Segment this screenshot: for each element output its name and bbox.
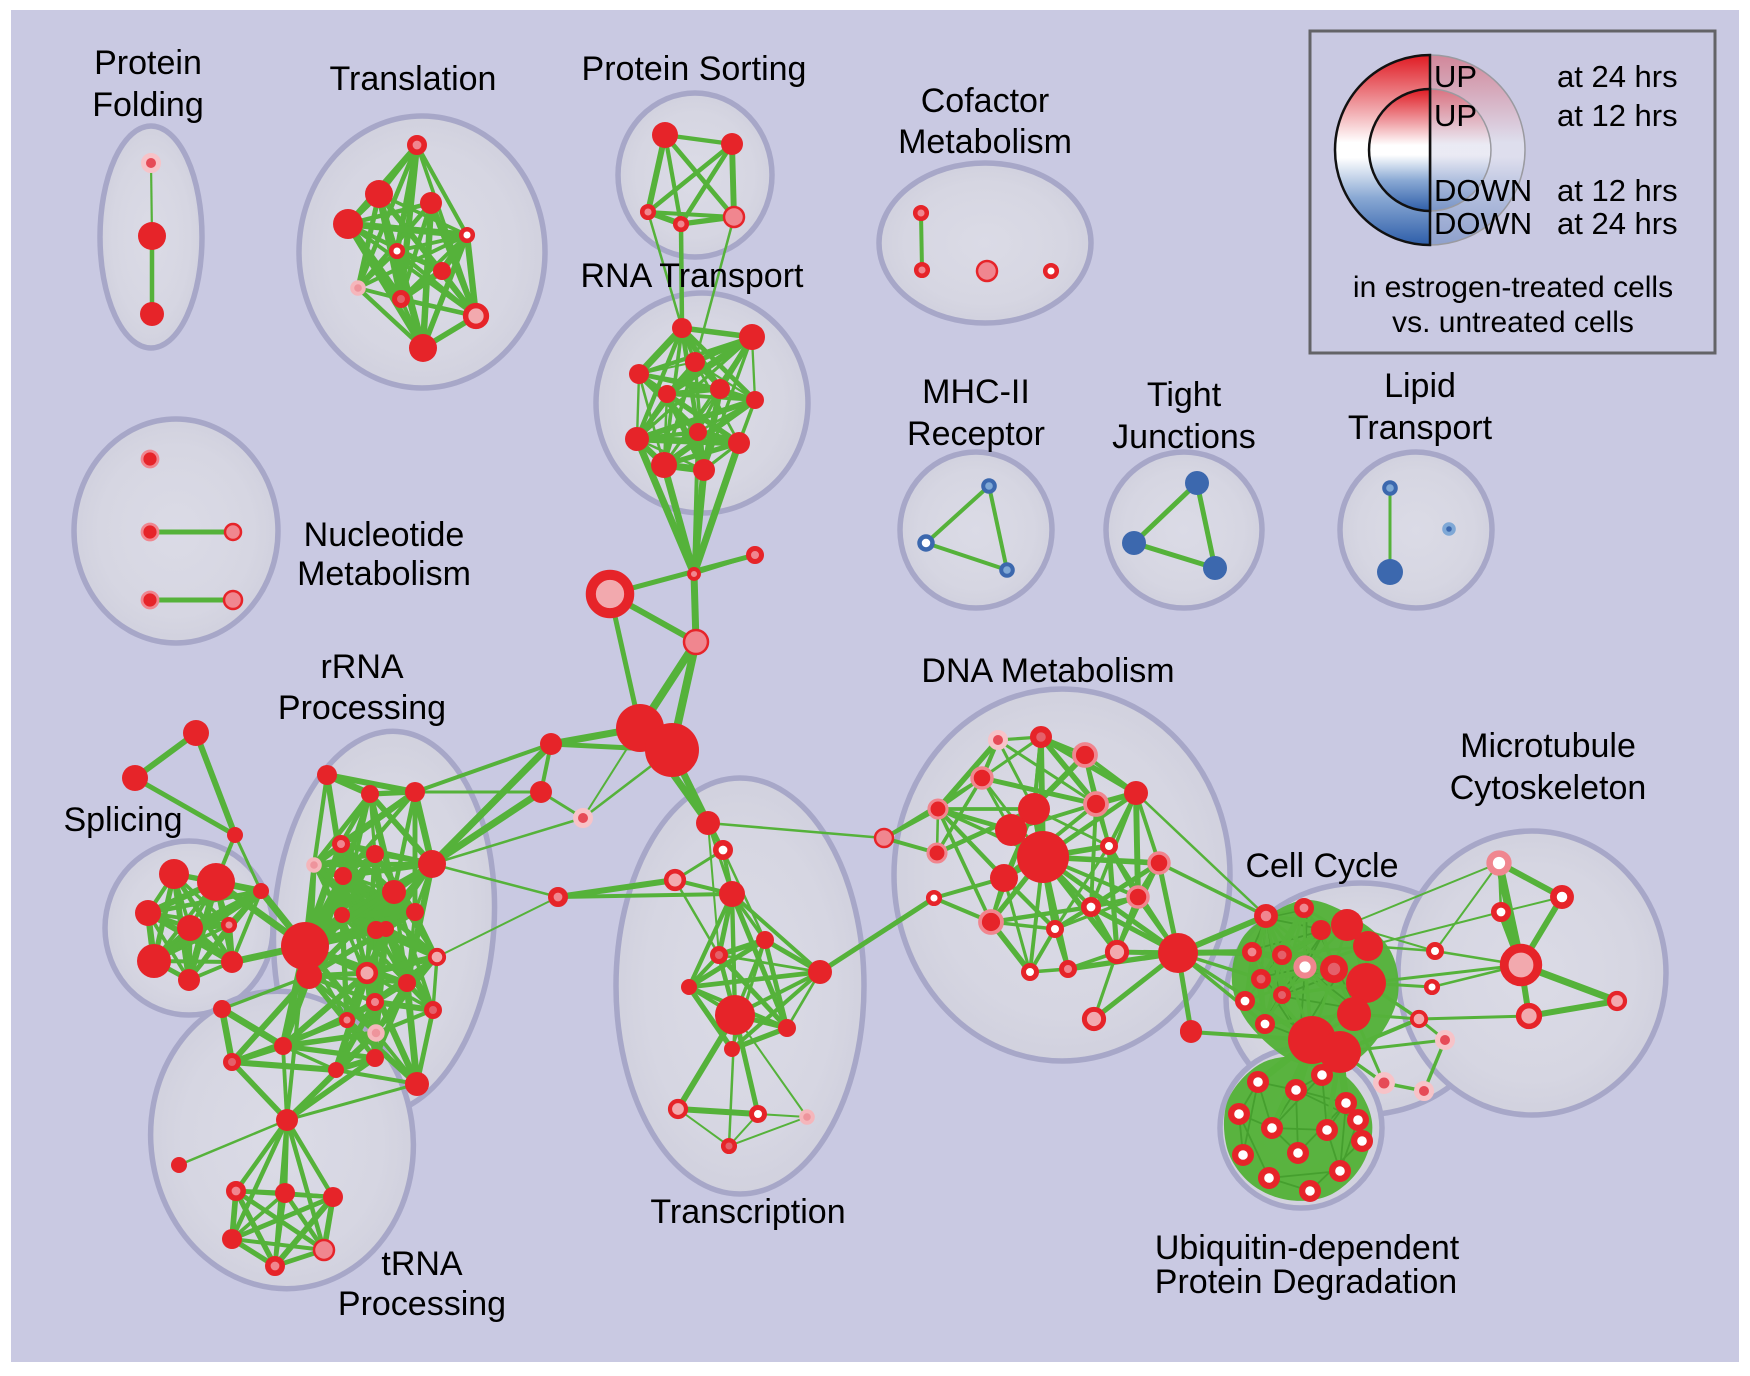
svg-text:UP: UP [1434, 59, 1477, 94]
svg-text:rRNA: rRNA [320, 648, 403, 686]
svg-text:Processing: Processing [278, 689, 446, 727]
svg-text:at 24 hrs: at 24 hrs [1557, 59, 1678, 94]
svg-text:RNA Transport: RNA Transport [581, 257, 805, 295]
svg-text:Translation: Translation [330, 60, 497, 98]
svg-text:DOWN: DOWN [1434, 206, 1532, 241]
svg-text:Lipid: Lipid [1384, 367, 1456, 405]
svg-text:at 24 hrs: at 24 hrs [1557, 206, 1678, 241]
svg-text:Folding: Folding [92, 86, 204, 124]
svg-text:at 12 hrs: at 12 hrs [1557, 173, 1678, 208]
svg-text:DOWN: DOWN [1434, 173, 1532, 208]
svg-text:Ubiquitin-dependent: Ubiquitin-dependent [1155, 1229, 1460, 1267]
svg-text:Cytoskeleton: Cytoskeleton [1450, 769, 1647, 807]
svg-text:Processing: Processing [338, 1285, 506, 1323]
svg-text:Protein Sorting: Protein Sorting [582, 50, 807, 88]
svg-text:Receptor: Receptor [907, 415, 1045, 453]
svg-text:Cell Cycle: Cell Cycle [1245, 847, 1398, 885]
svg-text:Tight: Tight [1147, 376, 1222, 414]
svg-text:Protein Degradation: Protein Degradation [1155, 1263, 1457, 1301]
svg-text:Splicing: Splicing [63, 801, 182, 839]
svg-text:MHC-II: MHC-II [922, 373, 1030, 411]
svg-text:DNA Metabolism: DNA Metabolism [921, 652, 1174, 690]
svg-text:Junctions: Junctions [1112, 418, 1256, 456]
svg-text:in estrogen-treated cells: in estrogen-treated cells [1353, 271, 1673, 304]
svg-text:at 12 hrs: at 12 hrs [1557, 98, 1678, 133]
svg-text:Metabolism: Metabolism [297, 555, 471, 593]
svg-text:Microtubule: Microtubule [1460, 727, 1636, 765]
svg-text:tRNA: tRNA [381, 1245, 463, 1283]
svg-text:Transport: Transport [1348, 409, 1493, 447]
svg-text:Transcription: Transcription [650, 1193, 845, 1231]
svg-text:UP: UP [1434, 98, 1477, 133]
svg-text:vs. untreated cells: vs. untreated cells [1392, 306, 1634, 339]
svg-text:Cofactor: Cofactor [921, 82, 1050, 120]
svg-text:Protein: Protein [94, 44, 202, 82]
svg-text:Nucleotide: Nucleotide [304, 516, 465, 554]
svg-text:Metabolism: Metabolism [898, 123, 1072, 161]
